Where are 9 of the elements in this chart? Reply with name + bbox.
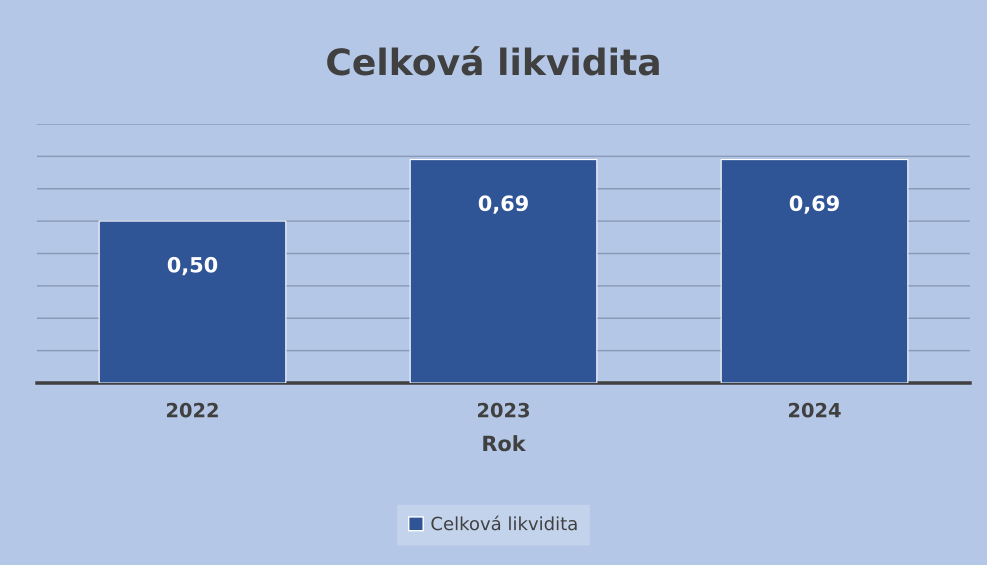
x-tick-label: 2022	[166, 402, 218, 418]
x-tick-label: 2024	[788, 402, 841, 418]
data-label: 0,69	[790, 195, 839, 214]
x-tick-label: 2023	[478, 402, 530, 418]
x-axis-title: Rok	[483, 435, 526, 452]
data-label: 0,69	[478, 195, 528, 214]
legend-label: Celková likvidita	[431, 516, 577, 530]
chart-title: Celková likvidita	[327, 46, 659, 76]
data-label: 0,50	[168, 256, 218, 276]
